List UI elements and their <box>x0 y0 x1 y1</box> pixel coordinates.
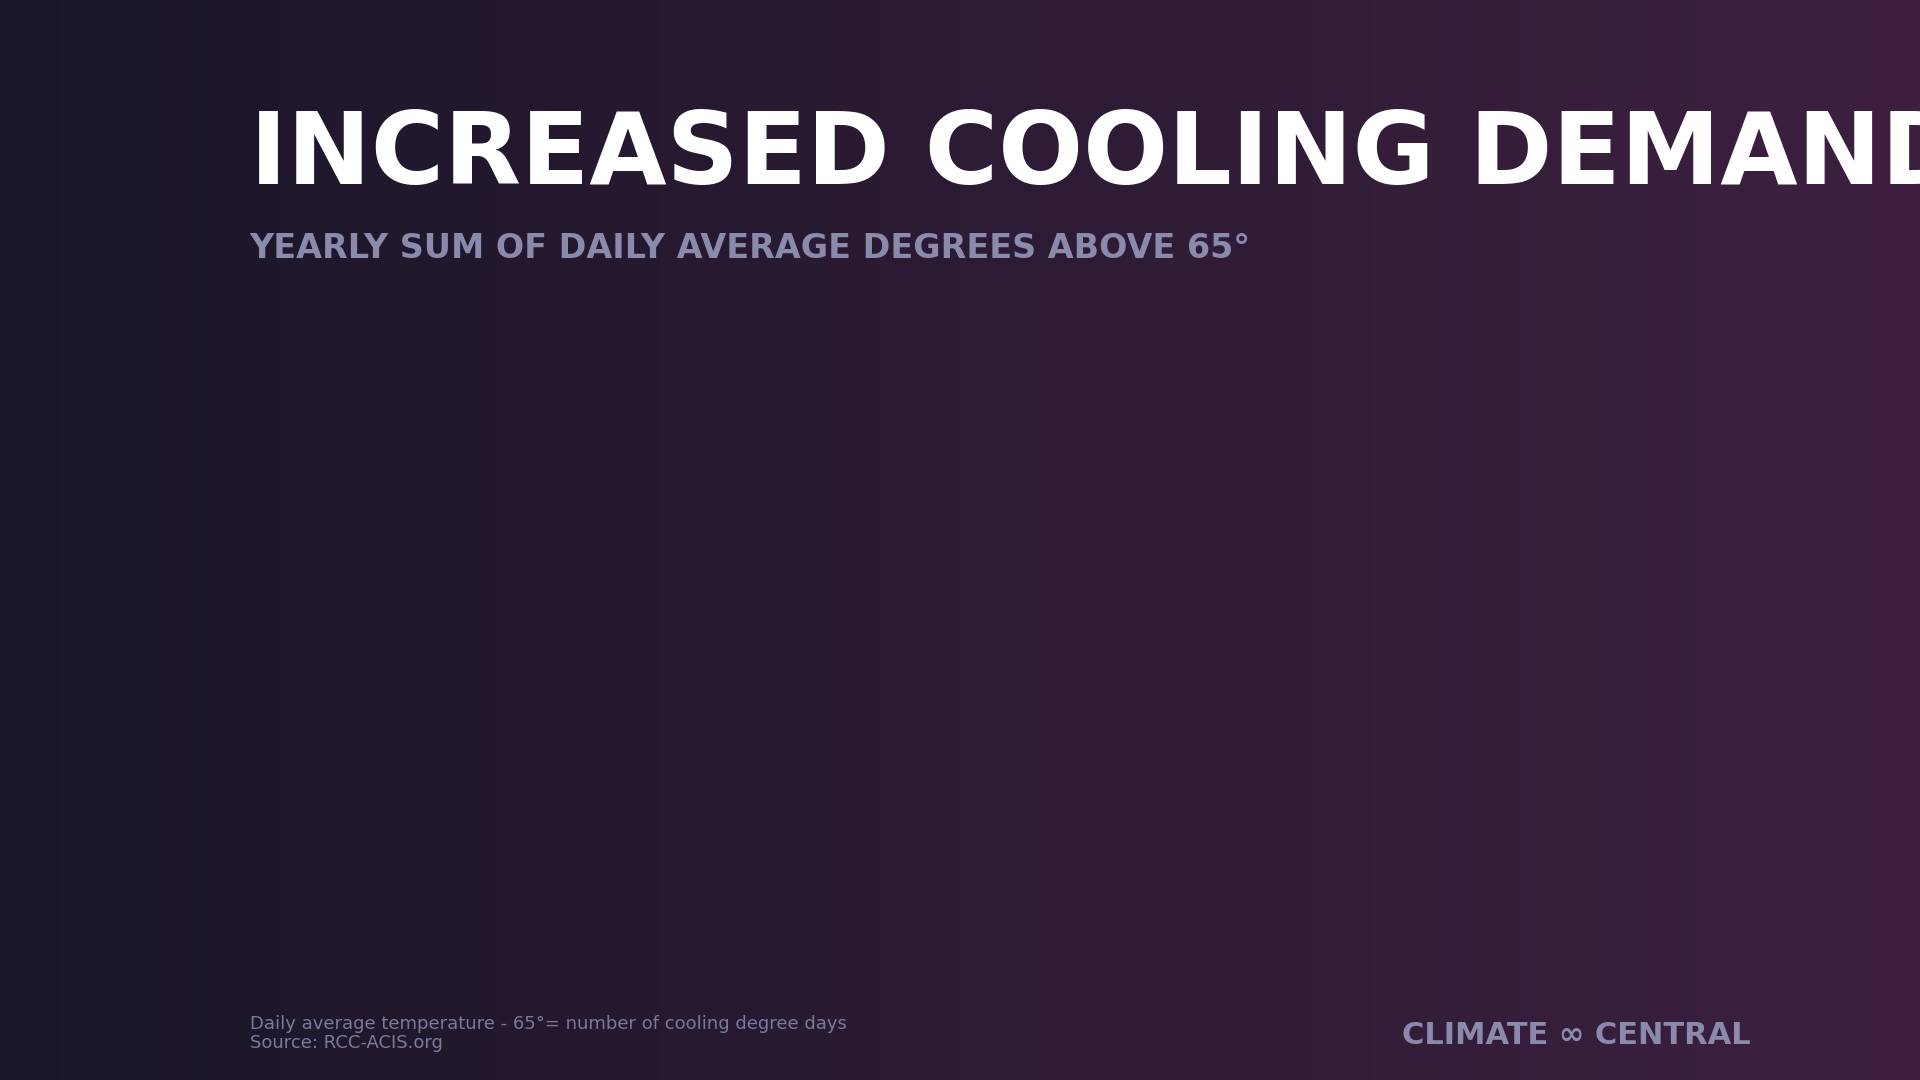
Text: YEARLY SUM OF DAILY AVERAGE DEGREES ABOVE 65°: YEARLY SUM OF DAILY AVERAGE DEGREES ABOV… <box>250 232 1250 266</box>
Text: CLIMATE ∞ CENTRAL: CLIMATE ∞ CENTRAL <box>1402 1021 1751 1050</box>
Text: 2020: 2020 <box>1718 969 1818 1002</box>
Text: 1970: 1970 <box>324 969 426 1002</box>
Text: Source: RCC-ACIS.org: Source: RCC-ACIS.org <box>250 1034 442 1052</box>
Text: INCREASED COOLING DEMAND: INCREASED COOLING DEMAND <box>250 108 1920 205</box>
Text: Daily average temperature - 65°= number of cooling degree days: Daily average temperature - 65°= number … <box>250 1015 847 1034</box>
Text: ATLANTA: ATLANTA <box>918 969 1140 1012</box>
